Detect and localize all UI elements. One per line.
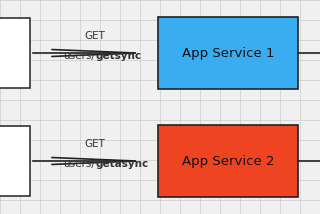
Text: users/: users/ — [63, 159, 95, 169]
Text: users/: users/ — [63, 51, 95, 61]
Text: GET: GET — [84, 139, 105, 149]
Text: getasync: getasync — [95, 159, 148, 169]
Text: App Service 1: App Service 1 — [182, 46, 274, 59]
Text: GET: GET — [84, 31, 105, 41]
Text: getsync: getsync — [95, 51, 141, 61]
Bar — [158, 125, 298, 197]
Bar — [158, 17, 298, 89]
Text: App Service 2: App Service 2 — [182, 155, 274, 168]
Bar — [0, 18, 30, 88]
Bar — [0, 126, 30, 196]
